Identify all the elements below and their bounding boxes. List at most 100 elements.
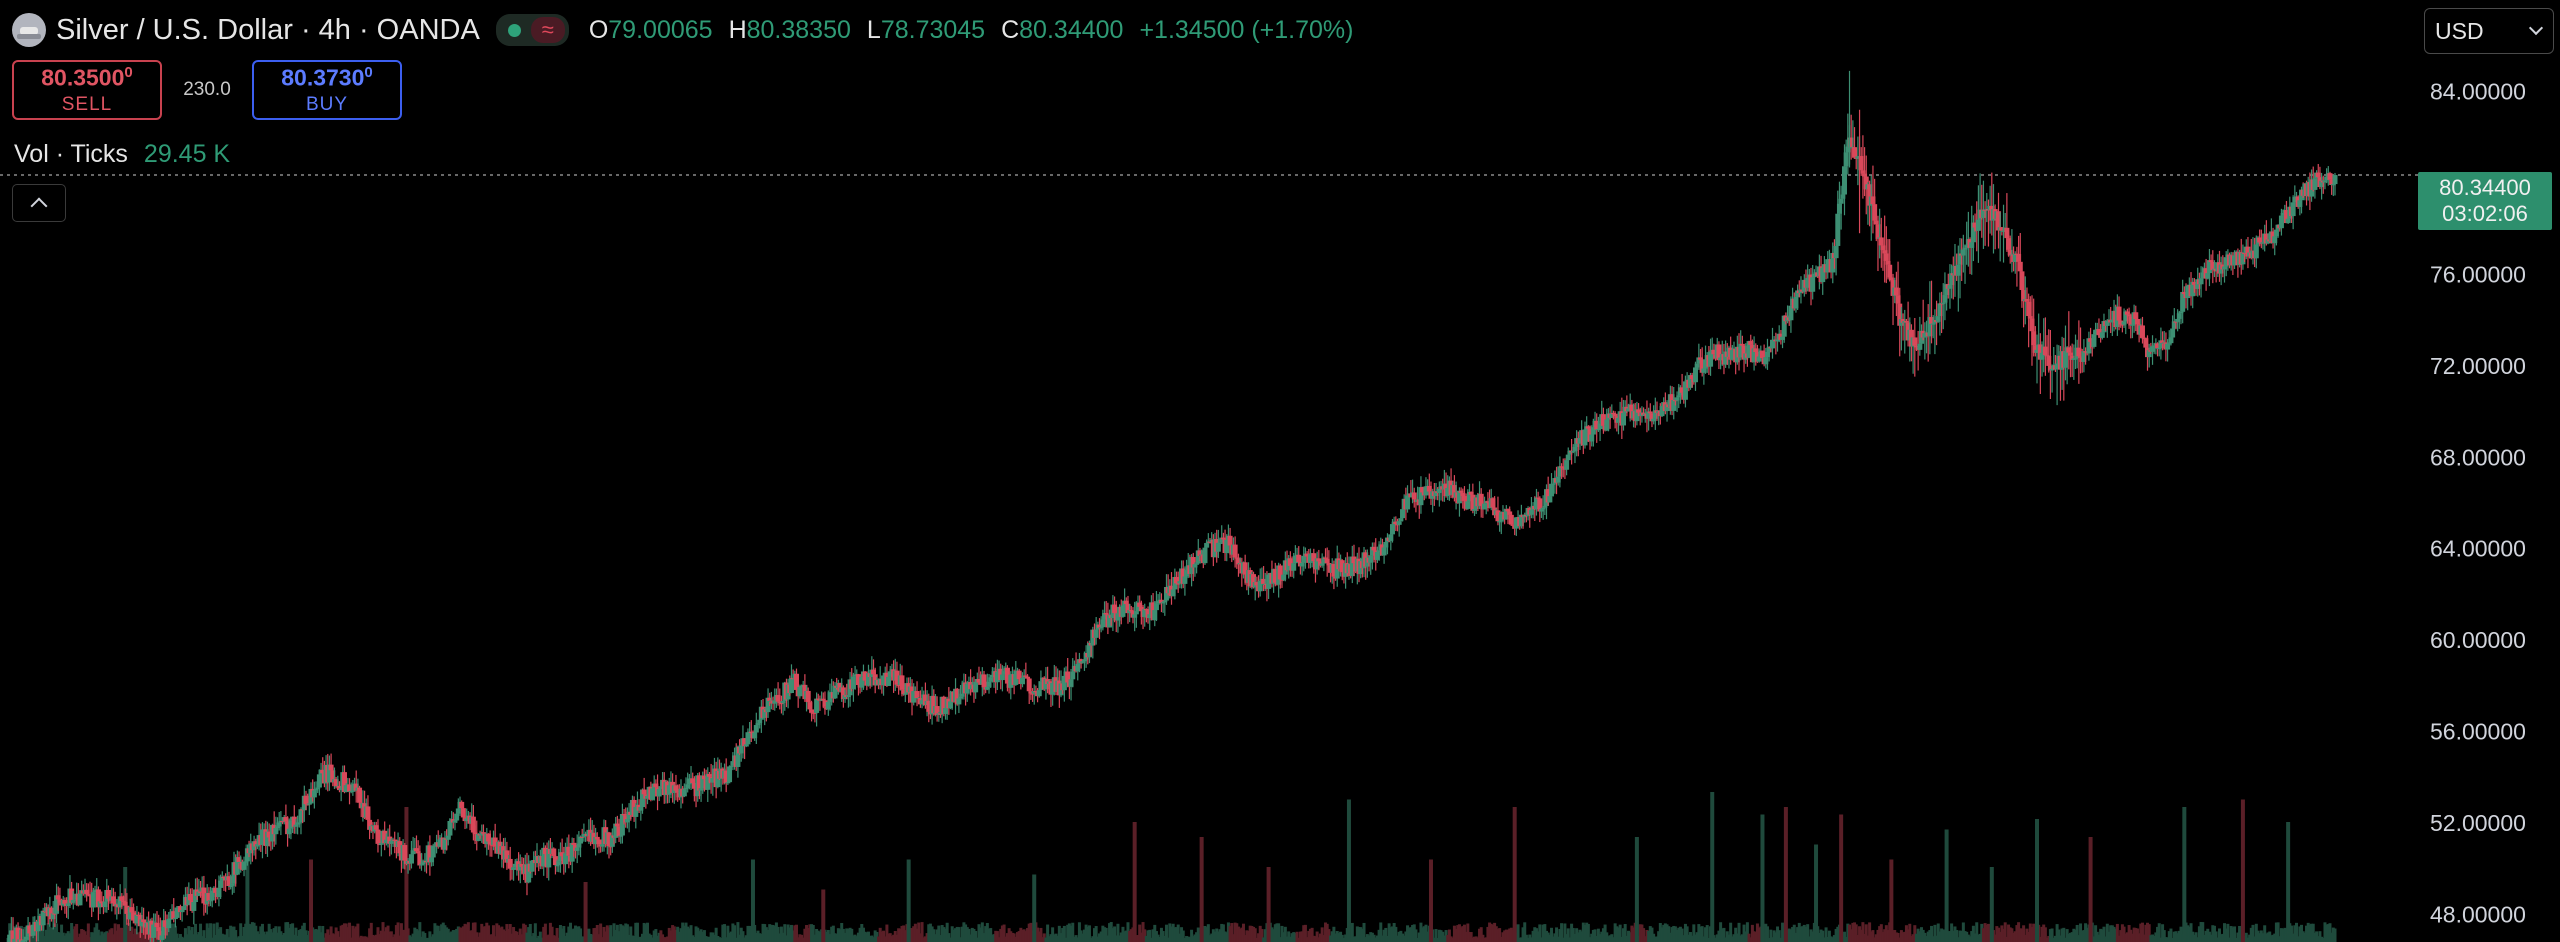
volume-bar xyxy=(192,934,196,942)
volume-bar xyxy=(2266,932,2270,942)
volume-bar xyxy=(1446,935,1450,942)
volume-bar xyxy=(1521,927,1525,942)
volume-bar xyxy=(766,930,770,942)
volume-bar xyxy=(1919,927,1923,942)
candle-body xyxy=(218,880,224,888)
volume-bar xyxy=(2080,930,2084,942)
volume-bar xyxy=(473,922,477,942)
candle-body xyxy=(1944,284,1950,296)
candle-body xyxy=(383,839,389,844)
candle-body xyxy=(1939,303,1945,305)
volume-bar xyxy=(930,926,934,942)
low-value: 78.73045 xyxy=(880,15,986,44)
volume-bar xyxy=(659,930,663,942)
volume-bar xyxy=(322,937,326,942)
candle-body xyxy=(574,847,580,851)
volume-bar xyxy=(1185,936,1189,942)
volume-bar xyxy=(2020,928,2024,942)
candle-body xyxy=(859,676,865,688)
candle-body xyxy=(275,826,281,829)
volume-bar xyxy=(1046,924,1050,942)
candle-body xyxy=(1692,367,1698,383)
candle-body xyxy=(72,899,78,902)
volume-bar xyxy=(1297,937,1301,942)
currency-select[interactable]: USD xyxy=(2424,8,2554,54)
candle-body xyxy=(871,669,877,675)
candle-body xyxy=(1604,419,1610,431)
volume-bar xyxy=(2015,925,2019,942)
volume-bar xyxy=(697,931,701,942)
volume-bar xyxy=(887,933,891,942)
candle-body xyxy=(1947,285,1953,289)
candle-body xyxy=(57,899,63,903)
candle-body xyxy=(999,674,1005,681)
candle-body xyxy=(2123,311,2129,322)
candle-body xyxy=(1694,363,1700,368)
volume-bar xyxy=(2240,799,2245,942)
collapse-legend-button[interactable] xyxy=(12,184,66,222)
volume-bar xyxy=(1501,932,1505,942)
buy-button[interactable]: 80.37300 BUY xyxy=(252,60,402,120)
candle-body xyxy=(1672,399,1678,402)
volume-bar xyxy=(193,923,197,942)
volume-bar xyxy=(1774,932,1778,942)
candle-body xyxy=(1013,670,1019,685)
volume-bar xyxy=(1054,933,1058,942)
candle-body xyxy=(1900,319,1906,323)
volume-bar xyxy=(696,927,700,942)
volume-bar xyxy=(1369,932,1373,942)
volume-bar xyxy=(1387,923,1391,942)
volume-bar xyxy=(1086,926,1090,942)
candle-body xyxy=(2049,368,2055,371)
candle-body xyxy=(1838,198,1844,204)
sell-button[interactable]: 80.35000 SELL xyxy=(12,60,162,120)
volume-bar xyxy=(381,922,385,942)
candle-body xyxy=(2024,298,2030,302)
volume-bar xyxy=(401,929,405,942)
volume-bar xyxy=(957,927,961,942)
volume-bar xyxy=(2226,923,2230,942)
volume-bar xyxy=(1124,930,1128,942)
candle-body xyxy=(1070,671,1076,680)
volume-bar xyxy=(1652,933,1656,942)
candle-body xyxy=(562,853,568,865)
candle-body xyxy=(105,889,111,899)
volume-bar xyxy=(1643,936,1647,942)
candle-body xyxy=(1634,409,1640,422)
volume-bar xyxy=(1673,926,1677,942)
volume-bar xyxy=(272,928,276,942)
volume-bar xyxy=(1406,925,1410,942)
volume-bar xyxy=(1980,923,1984,942)
volume-bar xyxy=(717,937,721,942)
volume-bar xyxy=(408,935,412,942)
volume-bar xyxy=(624,923,628,942)
volume-bar xyxy=(291,923,295,942)
volume-bar xyxy=(1714,937,1718,942)
volume-bar xyxy=(1616,927,1620,942)
volume-bar xyxy=(738,934,742,942)
candle-body xyxy=(1676,395,1682,398)
volume-legend[interactable]: Vol · Ticks 29.45 K xyxy=(14,140,230,169)
volume-bar xyxy=(1099,931,1103,942)
volume-bar xyxy=(1342,937,1346,942)
volume-bar xyxy=(2104,936,2108,942)
volume-bar xyxy=(1832,935,1836,942)
candle-body xyxy=(725,782,731,784)
candle-body xyxy=(1292,555,1298,564)
volume-bar xyxy=(451,930,455,942)
volume-bar xyxy=(915,928,919,942)
volume-bar xyxy=(1995,926,1999,942)
price-axis: 84.0000076.0000072.0000068.0000064.00000… xyxy=(2430,78,2526,927)
candle-body xyxy=(2278,215,2284,229)
volume-bar xyxy=(1498,928,1502,942)
volume-bar xyxy=(2110,925,2114,942)
candle-body xyxy=(415,851,421,854)
candle-body xyxy=(1026,678,1032,692)
volume-bar xyxy=(583,882,588,942)
market-status-pill[interactable]: ≈ xyxy=(495,14,569,46)
candle-body xyxy=(127,907,133,920)
volume-bar xyxy=(1807,936,1811,942)
volume-bar xyxy=(391,937,395,942)
symbol-title[interactable]: Silver / U.S. Dollar · 4h · OANDA xyxy=(56,13,480,46)
